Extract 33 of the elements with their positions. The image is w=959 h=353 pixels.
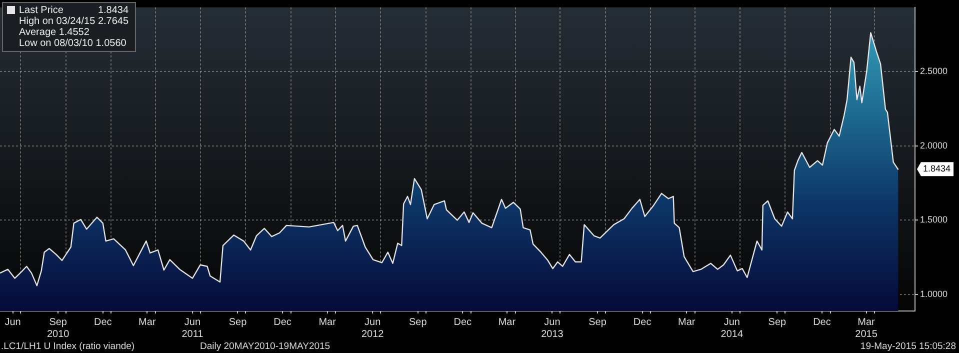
x-tick-label: Dec [454, 316, 472, 328]
y-tick-label: 2.5000 [920, 66, 948, 76]
x-tick-label: Mar 2015 [855, 316, 878, 340]
x-tick-label: Jun 2013 [541, 316, 564, 340]
y-tick-label: 2.0000 [920, 140, 948, 150]
x-tick-label: Sep [588, 316, 607, 328]
legend-label: Last Price [18, 5, 64, 16]
x-tick-label: Sep [768, 316, 787, 328]
text: Daily 20MAY2010-19MAY2015 [200, 341, 330, 352]
y-tick-label: 1.5000 [920, 214, 948, 225]
x-tick-label: Jun 2014 [720, 316, 744, 340]
x-tick-label: Dec [94, 316, 112, 328]
x-tick-label: Mar [678, 316, 696, 328]
text: 1.8434 [98, 5, 129, 16]
text: 19-May-2015 15:05:28 [860, 341, 956, 352]
x-tick-label: Dec [813, 316, 831, 328]
x-tick-label: Sep [228, 316, 248, 328]
annotation: High on 03/24/15 2.7645 [18, 16, 129, 27]
x-tick-label: Jun [4, 316, 21, 328]
annotation: Low on 08/03/10 1.0560 [18, 38, 128, 49]
x-tick-label: Jun 2012 [361, 316, 384, 340]
y-tick-label: 1.0000 [920, 289, 948, 300]
x-tick-label: Jun 2011 [182, 316, 204, 340]
x-tick-label: Mar [138, 316, 156, 328]
x-tick-label: Dec [274, 316, 292, 328]
x-tick-label: Sep 2010 [46, 316, 70, 340]
x-tick-label: Mar [318, 316, 337, 328]
x-tick-label: Mar [498, 316, 516, 328]
x-tick-label: Sep [408, 316, 428, 328]
x-tick-label: Dec [633, 316, 652, 328]
text: .LC1/LH1 U Index (ratio viande) [1, 341, 135, 352]
annotation: Average 1.4552 [18, 27, 90, 38]
annotation: 1.8434 [923, 164, 951, 174]
